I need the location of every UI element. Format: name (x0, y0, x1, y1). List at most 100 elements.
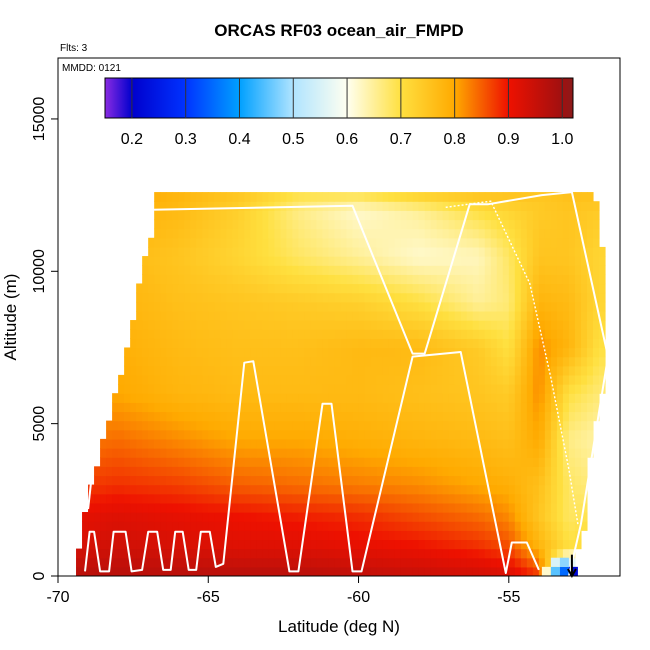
heat-cell (328, 557, 336, 568)
heat-cell (574, 320, 582, 330)
heat-cell (340, 448, 348, 458)
heat-cell (232, 292, 239, 303)
heat-cell (406, 310, 414, 321)
heat-cell (298, 521, 306, 531)
heat-cell (574, 192, 582, 202)
heat-cell (280, 228, 288, 239)
heat-cell (586, 411, 594, 422)
heat-cell (502, 192, 510, 202)
heat-cell (484, 393, 492, 403)
heat-cell (406, 256, 414, 266)
heat-cell (346, 283, 354, 294)
heat-cell (226, 283, 233, 294)
heat-cell (460, 438, 468, 449)
heat-cell (340, 521, 348, 531)
heat-cell (394, 566, 402, 576)
heat-cell (460, 265, 468, 275)
heat-cell (370, 457, 378, 467)
heat-cell (124, 475, 131, 486)
heat-cell (130, 429, 137, 440)
heat-cell (148, 347, 155, 358)
heat-cell (526, 457, 534, 467)
heat-cell (418, 265, 426, 275)
heat-cell (154, 566, 161, 576)
heat-cell (478, 512, 486, 522)
heat-cell (418, 521, 426, 531)
heat-cell (580, 512, 588, 522)
heat-cell (484, 475, 492, 486)
heat-cell (280, 557, 288, 568)
heat-cell (352, 347, 360, 358)
heat-cell (280, 484, 288, 495)
heat-cell (448, 448, 456, 458)
heat-cell (544, 356, 552, 367)
heat-cell (550, 365, 558, 376)
heat-cell (214, 338, 221, 349)
heat-cell (370, 310, 378, 321)
heat-cell (184, 402, 191, 413)
heat-cell (262, 420, 269, 431)
heat-cell (274, 566, 281, 576)
heat-cell (472, 292, 480, 303)
heat-cell (382, 521, 390, 531)
heat-cell (106, 539, 113, 550)
heat-cell (148, 539, 155, 550)
heat-cell (550, 301, 558, 312)
heat-cell (280, 493, 288, 504)
heat-cell (418, 338, 426, 349)
heat-cell (430, 530, 438, 541)
heat-cell (490, 256, 498, 266)
heat-cell (580, 356, 588, 367)
heat-cell (370, 475, 378, 486)
heat-cell (424, 210, 432, 221)
heat-cell (382, 493, 390, 504)
heat-cell (154, 402, 161, 413)
heat-cell (466, 420, 474, 431)
heat-cell (172, 201, 179, 211)
heat-cell (316, 566, 324, 576)
heat-cell (286, 374, 294, 385)
heat-cell (340, 310, 348, 321)
heat-cell (448, 365, 456, 376)
heat-cell (568, 484, 576, 495)
heat-cell (580, 402, 588, 413)
heat-cell (430, 502, 438, 513)
heat-cell (82, 530, 89, 541)
heat-cell (460, 484, 468, 495)
heat-cell (400, 320, 408, 330)
heat-cell (538, 438, 546, 449)
heat-cell (286, 347, 294, 358)
heat-cell (160, 530, 167, 541)
heat-cell (130, 557, 137, 568)
heat-cell (160, 512, 167, 522)
heat-cell (118, 502, 125, 513)
heat-cell (172, 237, 179, 248)
heat-cell (496, 566, 504, 576)
heat-cell (544, 411, 552, 422)
heat-cell (334, 539, 342, 550)
heat-cell (502, 374, 510, 385)
heat-cell (538, 310, 546, 321)
heat-cell (460, 347, 468, 358)
heat-cell (514, 475, 522, 486)
heat-cell (214, 329, 221, 339)
heat-cell (442, 301, 450, 312)
heat-cell (322, 228, 330, 239)
heat-cell (316, 466, 324, 477)
heat-cell (382, 301, 390, 312)
flights-annotation: Flts: 3 (60, 43, 88, 54)
heat-cell (184, 420, 191, 431)
heat-cell (166, 301, 173, 312)
heat-cell (262, 530, 269, 541)
heat-cell (400, 274, 408, 285)
heat-cell (502, 493, 510, 504)
heat-cell (208, 512, 215, 522)
heat-cell (496, 420, 504, 431)
heat-cell (364, 320, 372, 330)
heat-cell (592, 246, 600, 257)
heat-cell (322, 475, 330, 486)
heat-cell (376, 329, 384, 339)
heat-cell (496, 347, 504, 358)
heat-cell (142, 347, 149, 358)
heat-cell (232, 493, 239, 504)
